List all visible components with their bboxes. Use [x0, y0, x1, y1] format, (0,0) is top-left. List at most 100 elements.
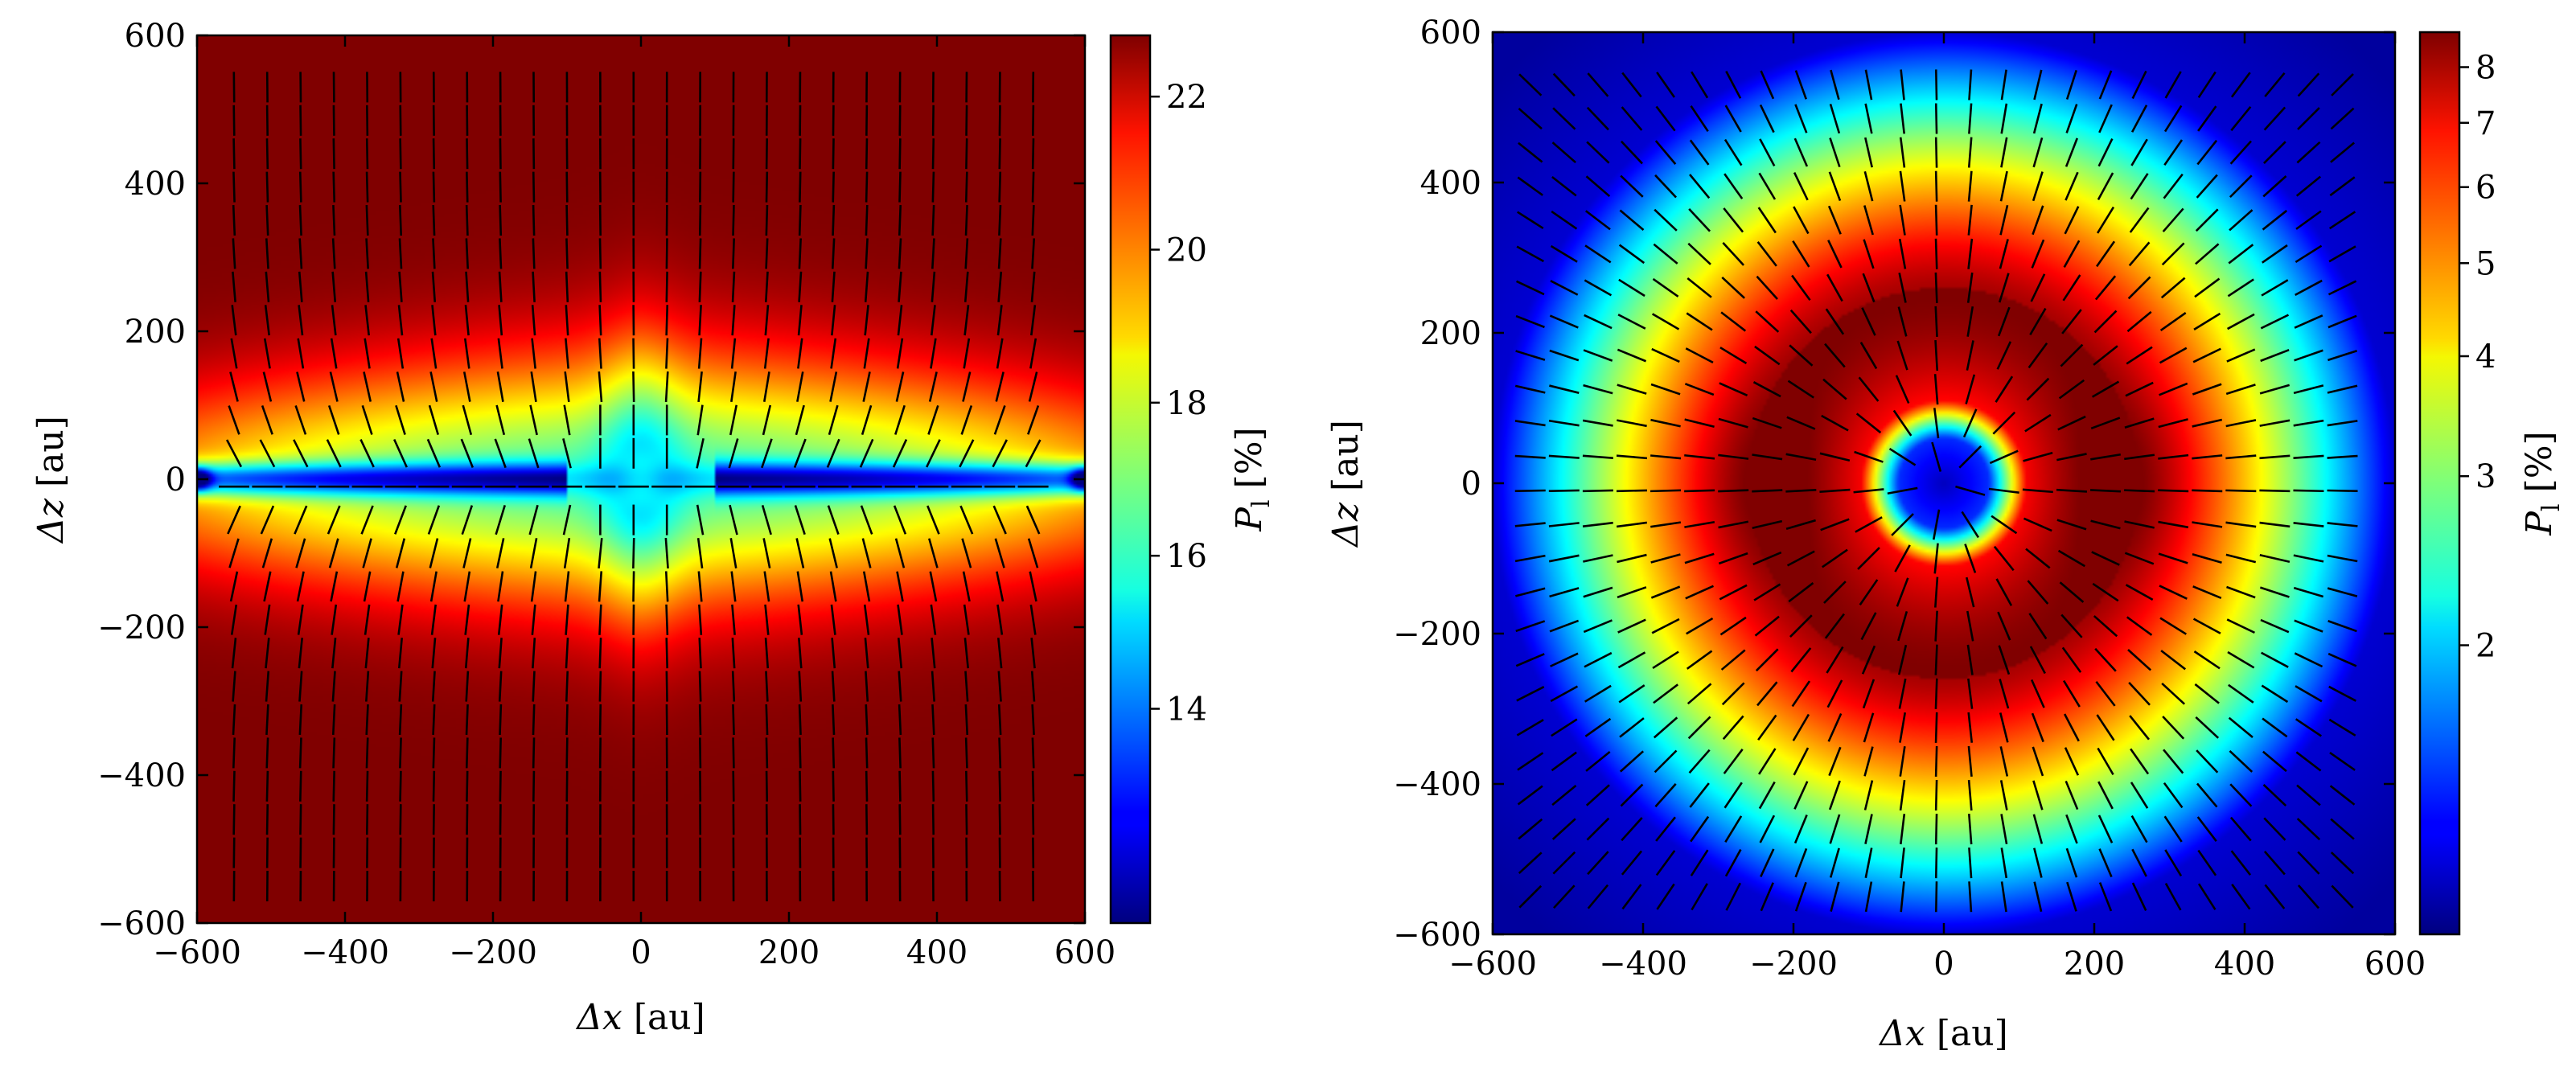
- polarization-vector: [1863, 712, 1875, 743]
- polarization-vector: [829, 371, 838, 402]
- polarization-vector: [1651, 313, 1680, 330]
- polarization-vector: [1999, 712, 2009, 743]
- polarization-vector: [465, 271, 470, 302]
- polarization-vector: [2128, 241, 2151, 267]
- polarization-vector: [1821, 414, 1849, 432]
- polarization-vector: [565, 671, 569, 702]
- polarization-vector: [1030, 271, 1036, 302]
- polarization-vector: [1934, 745, 1938, 777]
- polarization-vector: [2296, 818, 2321, 841]
- polarization-vector: [2059, 581, 2085, 603]
- polarization-vector: [1518, 107, 1543, 130]
- polarization-vector: [1621, 850, 1643, 876]
- polarization-vector: [996, 305, 1003, 336]
- polarization-vector: [1754, 345, 1781, 366]
- polarization-vector: [2262, 784, 2287, 807]
- polarization-vector: [1864, 847, 1873, 879]
- polarization-vector: [994, 538, 1005, 568]
- polarization-vector: [963, 271, 969, 302]
- polarization-vector: [2195, 243, 2220, 265]
- polarization-vector: [2029, 646, 2046, 675]
- polarization-vector: [1863, 205, 1874, 236]
- polarization-vector: [1653, 683, 1678, 704]
- polarization-vector: [898, 204, 902, 236]
- polarization-vector: [1027, 405, 1040, 435]
- polarization-vector: [1899, 712, 1907, 743]
- polarization-vector: [232, 105, 236, 136]
- polarization-vector: [565, 770, 569, 802]
- polarization-vector: [963, 604, 970, 635]
- polarization-vector: [1966, 306, 1974, 337]
- polarization-vector: [264, 604, 271, 635]
- polarization-vector: [1789, 344, 1814, 367]
- polarization-vector: [1582, 489, 1613, 493]
- polarization-vector: [2230, 72, 2251, 98]
- polarization-vector: [1516, 280, 1545, 296]
- polarization-vector: [2261, 651, 2289, 668]
- left-panel: −600 −400 −200 0 200 400 600 −600 −400 −200 0 200 4…: [31, 18, 1276, 1038]
- polarization-vector: [1723, 207, 1744, 233]
- polarization-vector: [2227, 278, 2254, 298]
- polarization-vector: [562, 504, 572, 536]
- polarization-vector: [1582, 419, 1613, 427]
- polarization-vector: [959, 439, 975, 468]
- polarization-vector: [296, 571, 305, 602]
- left-colorbar-frame: [1109, 34, 1152, 925]
- polarization-vector: [332, 171, 336, 203]
- y-tick-label: 0: [166, 462, 186, 499]
- polarization-vector: [1861, 307, 1876, 336]
- polarization-vector: [798, 204, 802, 236]
- polarization-vector: [2193, 312, 2221, 331]
- polarization-vector: [1617, 618, 1646, 634]
- polarization-vector: [1617, 348, 1647, 363]
- polarization-vector: [1583, 554, 1613, 563]
- polarization-vector: [1027, 538, 1039, 568]
- polarization-vector: [2197, 105, 2217, 132]
- polarization-vector: [2294, 314, 2323, 329]
- polarization-vector: [598, 371, 603, 403]
- polarization-vector: [897, 604, 903, 635]
- polarization-vector: [2056, 453, 2087, 462]
- polarization-vector: [365, 737, 369, 769]
- polarization-vector: [1686, 312, 1713, 331]
- polarization-vector: [1822, 548, 1848, 568]
- polarization-vector: [798, 271, 803, 302]
- polarization-vector: [1864, 814, 1873, 844]
- polarization-vector: [2090, 453, 2121, 461]
- polarization-vector: [1651, 347, 1680, 363]
- polarization-vector: [830, 338, 837, 369]
- polarization-vector: [962, 371, 972, 402]
- polarization-vector: [1863, 780, 1874, 810]
- polarization-vector: [1898, 273, 1907, 303]
- polarization-vector: [696, 437, 705, 469]
- polarization-vector: [925, 439, 941, 468]
- polarization-vector: [399, 737, 402, 769]
- polarization-vector: [2125, 584, 2154, 601]
- polarization-vector: [2259, 554, 2290, 563]
- polarization-vector: [2127, 649, 2152, 671]
- polarization-vector: [731, 271, 736, 302]
- polarization-vector: [1549, 314, 1579, 329]
- polarization-vector: [2030, 273, 2046, 302]
- polarization-vector: [398, 204, 403, 236]
- polarization-vector: [2158, 453, 2189, 460]
- polarization-vector: [432, 737, 436, 769]
- polarization-vector: [962, 571, 971, 602]
- polarization-vector: [1900, 847, 1905, 879]
- polarization-vector: [1552, 851, 1576, 875]
- polarization-vector: [1653, 243, 1678, 265]
- polarization-vector: [2225, 553, 2257, 564]
- polarization-vector: [299, 770, 302, 802]
- polarization-vector: [2032, 137, 2044, 168]
- polarization-vector: [1548, 522, 1580, 527]
- polarization-vector: [2192, 618, 2221, 634]
- polarization-vector: [530, 371, 537, 402]
- polarization-vector: [2000, 137, 2008, 168]
- polarization-vector: [365, 704, 369, 736]
- polarization-vector: [2124, 417, 2155, 429]
- polarization-vector: [1549, 587, 1580, 598]
- polarization-vector: [364, 338, 371, 369]
- polarization-vector: [598, 604, 602, 635]
- polarization-vector: [1029, 604, 1037, 635]
- polarization-vector: [862, 371, 871, 402]
